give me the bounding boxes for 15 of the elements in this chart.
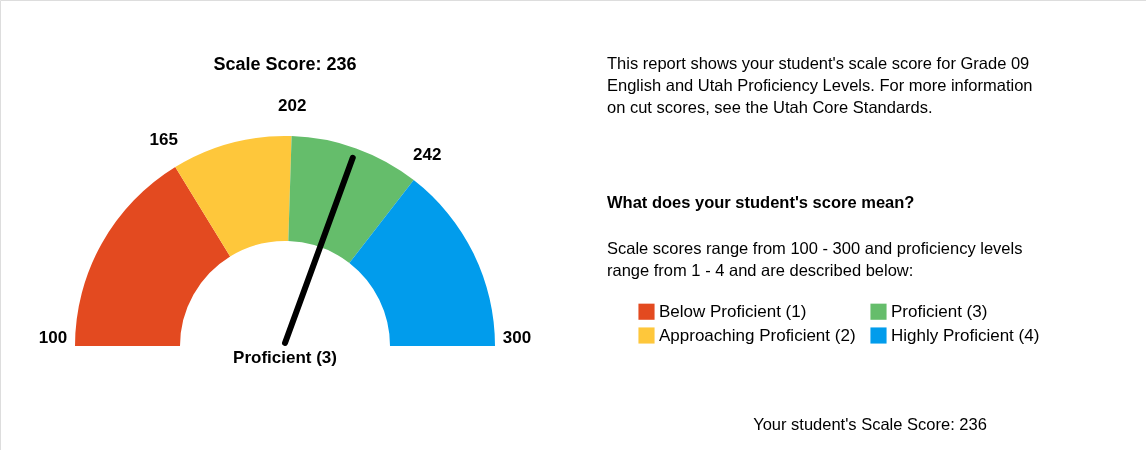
text: 242: [413, 144, 442, 164]
text: What does your student's score mean?: [607, 193, 915, 211]
legend-label: Proficient (3): [891, 301, 988, 321]
legend-label: Highly Proficient (4): [891, 325, 1040, 345]
category-label: Proficient (3): [233, 348, 337, 367]
legend-label: Below Proficient (1): [659, 301, 807, 321]
text: 165: [149, 130, 178, 150]
text: Scale scores range from 100 - 300 and proficiency levels range from 1 - 4 and are described below:: [607, 239, 1023, 279]
legend-label: Approaching Proficient (2): [659, 325, 856, 345]
text: Your student's Scale Score: 236: [753, 415, 987, 433]
text: This report shows your student's scale score for Grade 09 English and Utah Proficiency Levels. For more information on cut scores, see the Utah Core Standards.: [607, 54, 1033, 116]
chart-title: Scale Score: 236: [213, 54, 357, 74]
text: 300: [502, 328, 532, 347]
text: 202: [278, 96, 307, 116]
text: 100: [38, 328, 68, 347]
